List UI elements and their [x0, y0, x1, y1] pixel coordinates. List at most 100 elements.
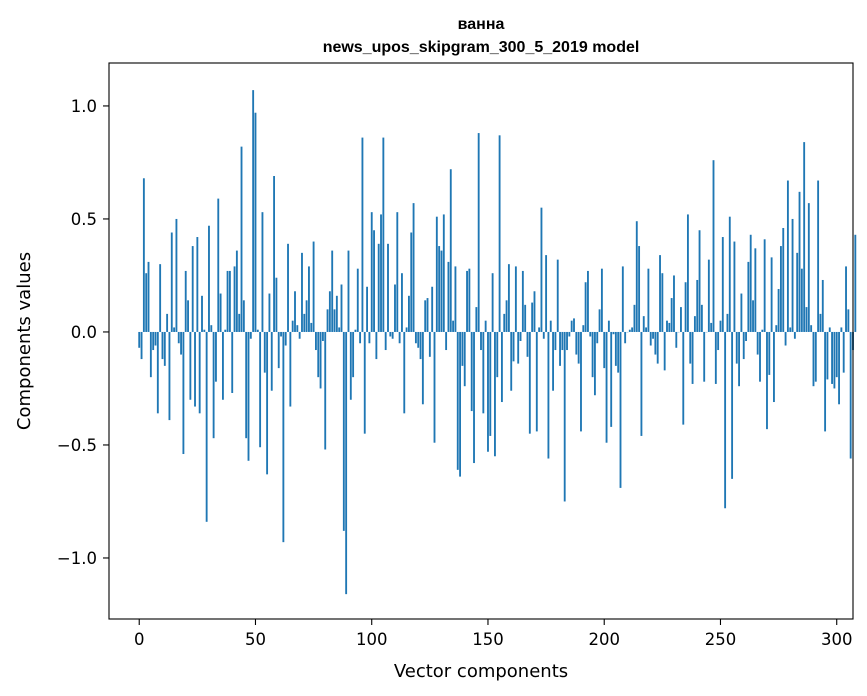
bar-component-243	[703, 331, 706, 382]
bar-component-158	[505, 300, 508, 332]
bar-component-49	[252, 90, 255, 332]
bar-component-238	[691, 331, 694, 384]
bar-component-204	[612, 331, 615, 335]
bar-component-38	[226, 270, 229, 332]
bar-component-37	[224, 329, 227, 332]
bar-component-163	[517, 331, 520, 364]
bar-component-218	[645, 327, 647, 332]
bar-component-168	[528, 331, 531, 434]
bar-component-48	[249, 331, 252, 339]
bar-component-284	[798, 191, 801, 332]
bar-component-267	[759, 331, 761, 382]
bar-component-28	[203, 329, 206, 332]
bar-component-191	[582, 325, 585, 332]
bar-component-94	[356, 268, 359, 332]
bar-component-269	[763, 239, 766, 332]
bar-component-123	[424, 300, 427, 332]
bar-component-33	[215, 331, 217, 382]
bar-component-132	[445, 331, 448, 351]
bar-component-156	[500, 331, 503, 403]
x-tick-label: 250	[705, 630, 737, 649]
bar-component-102	[375, 331, 378, 360]
bar-component-209	[624, 331, 627, 344]
bar-component-80	[324, 331, 327, 450]
bar-component-198	[598, 309, 601, 332]
bar-component-175	[545, 255, 548, 332]
chart-title-line-1: ванна	[458, 16, 505, 33]
bar-component-197	[596, 331, 599, 344]
bar-component-79	[321, 331, 324, 341]
bar-component-166	[524, 304, 527, 332]
bar-component-105	[382, 137, 385, 332]
bar-component-88	[342, 331, 345, 531]
bar-component-254	[728, 216, 731, 332]
bar-component-138	[459, 331, 461, 477]
bar-component-296	[826, 331, 829, 380]
bar-component-290	[812, 331, 815, 387]
bar-component-206	[617, 331, 620, 373]
bar-component-149	[484, 320, 487, 332]
bar-component-185	[568, 331, 571, 337]
bar-component-15	[173, 327, 176, 332]
bar-component-181	[559, 331, 561, 366]
bar-series	[138, 90, 857, 595]
bar-component-167	[526, 331, 529, 357]
bar-component-264	[752, 300, 754, 332]
bar-component-263	[749, 234, 752, 332]
bar-component-257	[735, 331, 738, 364]
bar-component-20	[184, 270, 187, 332]
bar-component-223	[656, 331, 659, 364]
bar-component-25	[196, 237, 199, 332]
bar-component-72	[305, 300, 308, 332]
bar-component-54	[263, 331, 266, 373]
bar-component-306	[849, 331, 852, 459]
bar-component-16	[175, 218, 178, 332]
bar-component-129	[438, 246, 441, 332]
bar-component-5	[149, 331, 152, 378]
bar-component-305	[847, 309, 850, 332]
bar-component-86	[338, 327, 341, 332]
bar-component-98	[366, 286, 368, 332]
bar-component-148	[482, 331, 485, 414]
bar-component-253	[726, 313, 729, 332]
bar-component-241	[698, 230, 701, 332]
bar-component-42	[235, 250, 238, 332]
bar-component-10	[161, 331, 164, 360]
bar-component-51	[256, 329, 259, 332]
bar-component-76	[315, 331, 317, 351]
bar-component-141	[466, 270, 468, 332]
bar-component-21	[187, 300, 189, 332]
bar-component-235	[684, 282, 687, 332]
bar-component-58	[273, 176, 275, 332]
bar-component-229	[670, 298, 673, 332]
bar-component-159	[507, 264, 510, 332]
bar-component-135	[452, 320, 455, 332]
bar-component-126	[431, 286, 434, 332]
bar-component-221	[652, 331, 654, 339]
bar-component-304	[845, 266, 847, 332]
bar-component-271	[768, 331, 771, 375]
bar-component-151	[489, 331, 492, 436]
bar-component-297	[828, 327, 831, 332]
x-axis-ticks: 0 50 100 150 200 250 300	[134, 619, 853, 649]
bar-component-2	[142, 178, 145, 332]
bar-component-137	[456, 331, 459, 470]
bar-component-173	[540, 207, 543, 332]
bar-component-144	[473, 331, 475, 464]
bar-component-278	[784, 331, 787, 346]
bar-component-30	[208, 225, 210, 332]
bar-component-174	[542, 331, 545, 339]
bar-component-303	[842, 331, 845, 373]
x-tick-label: 300	[821, 630, 853, 649]
bar-component-182	[561, 331, 564, 351]
bar-component-103	[377, 243, 380, 332]
bar-component-179	[554, 331, 557, 351]
bar-component-92	[352, 331, 355, 378]
bar-component-147	[480, 331, 482, 351]
bar-component-128	[435, 216, 438, 332]
bar-component-252	[724, 331, 727, 509]
bar-component-41	[233, 266, 236, 332]
bar-component-56	[268, 293, 271, 332]
bar-component-9	[159, 264, 162, 332]
